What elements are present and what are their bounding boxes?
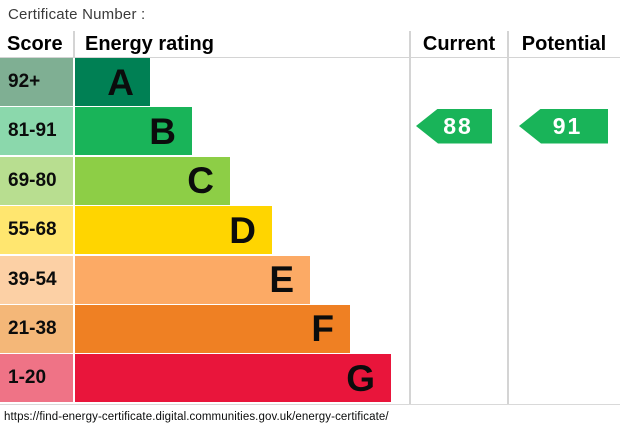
chart-bottom-border (0, 403, 620, 405)
band-row-c: 69-80 C (0, 156, 391, 205)
band-letter-c: C (187, 160, 214, 202)
band-bar-c: C (75, 156, 230, 205)
band-row-g: 1-20 G (0, 354, 391, 403)
divider-score-rating (73, 31, 75, 57)
band-bar-b: B (75, 107, 192, 156)
score-range-f: 21-38 (0, 304, 73, 353)
band-row-f: 21-38 F (0, 304, 391, 353)
score-range-b: 81-91 (0, 107, 73, 156)
score-range-e: 39-54 (0, 255, 73, 304)
divider-current-potential (507, 31, 509, 404)
current-rating-value: 88 (443, 112, 473, 139)
chart-header-row: Score Energy rating Current Potential (0, 31, 620, 58)
band-row-a: 92+ A (0, 58, 391, 106)
band-letter-g: G (346, 357, 375, 399)
certificate-number-label: Certificate Number : (8, 6, 146, 23)
score-range-c: 69-80 (0, 156, 73, 205)
band-letter-a: A (107, 61, 134, 103)
current-rating-arrow: 88 (416, 108, 492, 144)
certificate-url: https://find-energy-certificate.digital.… (4, 411, 389, 423)
column-header-current: Current (422, 33, 496, 55)
potential-rating-arrow: 91 (519, 108, 608, 144)
column-header-energy-rating: Energy rating (85, 33, 214, 55)
divider-rating-current (409, 31, 411, 404)
score-range-a: 92+ (0, 58, 73, 106)
band-bar-e: E (75, 255, 310, 304)
band-letter-b: B (149, 110, 176, 152)
score-range-d: 55-68 (0, 206, 73, 255)
column-header-potential: Potential (521, 33, 607, 55)
band-bar-a: A (75, 58, 150, 106)
band-letter-d: D (229, 209, 256, 251)
band-bar-g: G (75, 354, 391, 403)
band-letter-e: E (269, 259, 294, 301)
score-range-g: 1-20 (0, 354, 73, 403)
band-bar-f: F (75, 304, 350, 353)
column-header-score: Score (7, 33, 63, 55)
band-row-d: 55-68 D (0, 206, 391, 255)
band-row-b: 81-91 B (0, 107, 391, 156)
potential-rating-value: 91 (552, 112, 583, 139)
band-bar-d: D (75, 206, 272, 255)
band-row-e: 39-54 E (0, 255, 391, 304)
band-letter-f: F (311, 308, 334, 350)
energy-band-rows: 92+ A 81-91 B 69-80 C 55-68 D 39-54 E 21-38 F 1-20 G (0, 58, 391, 403)
